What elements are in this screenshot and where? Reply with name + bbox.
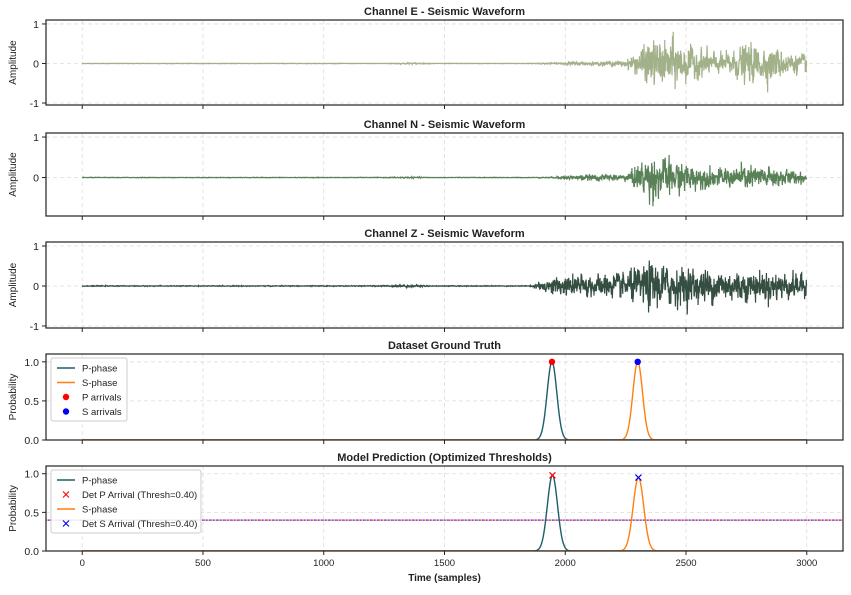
y-tick-label: 0.5 xyxy=(24,396,39,408)
y-tick-label: 0.0 xyxy=(24,435,39,447)
plot-area xyxy=(82,154,808,207)
x-tick-label: 1000 xyxy=(313,558,334,569)
legend-marker-swatch xyxy=(62,520,70,527)
legend-marker-swatch xyxy=(62,393,70,401)
panel-2: 0 1 Channel N - Seismic Waveform Amplitude xyxy=(8,119,844,220)
y-tick-label: 1 xyxy=(33,241,39,253)
waveform-line xyxy=(81,260,808,315)
arrival-marker xyxy=(548,358,556,366)
y-tick-label: 0 xyxy=(33,281,39,293)
legend-label: Det P Arrival (Thresh=0.40) xyxy=(82,490,197,501)
x-tick-label: 2500 xyxy=(675,558,696,569)
y-axis-label: Amplitude xyxy=(8,40,19,85)
y-tick-label: 0.5 xyxy=(24,507,39,519)
y-tick-label: 0 xyxy=(33,58,39,70)
y-tick-label: 0.0 xyxy=(24,546,39,558)
legend-marker-swatch xyxy=(62,491,70,498)
x-tick-label: 3000 xyxy=(796,558,817,569)
plot-area xyxy=(81,260,808,315)
legend: P-phase S-phase P arrivals S arrivals xyxy=(50,357,128,422)
panel-5: 0 500 1000 1500 2000 2500 3000 0.0 0.5 1.0 Model P… xyxy=(8,452,844,584)
legend-label: P-phase xyxy=(82,364,117,375)
y-tick-label: 0 xyxy=(33,173,39,185)
detection-marker xyxy=(635,474,642,482)
legend-label: P-phase xyxy=(82,476,117,487)
waveform-line xyxy=(82,154,808,207)
y-tick-label: 1.0 xyxy=(24,469,39,481)
legend-label: Det S Arrival (Thresh=0.40) xyxy=(82,519,197,530)
detection-marker xyxy=(549,471,556,479)
panel-title: Dataset Ground Truth xyxy=(388,340,501,352)
panel-1: -1 0 1 Channel E - Seismic Waveform Amplitud… xyxy=(8,6,844,110)
x-tick-label: 1500 xyxy=(434,558,455,569)
legend-box xyxy=(50,469,202,534)
waveform-line xyxy=(81,31,808,93)
panel-title: Channel E - Seismic Waveform xyxy=(364,6,525,18)
legend-label: S-phase xyxy=(82,378,117,389)
panel-title: Model Prediction (Optimized Thresholds) xyxy=(337,452,552,464)
y-tick-label: -1 xyxy=(30,98,39,110)
panel-title: Channel Z - Seismic Waveform xyxy=(364,228,525,240)
y-axis-label: Amplitude xyxy=(8,262,19,307)
legend-label: S arrivals xyxy=(82,407,122,418)
panel-title: Channel N - Seismic Waveform xyxy=(364,119,526,131)
y-axis-label: Amplitude xyxy=(8,152,19,197)
x-axis-label: Time (samples) xyxy=(408,573,481,584)
y-axis-label: Probability xyxy=(8,485,19,532)
arrival-marker xyxy=(634,358,641,366)
panel-4: 0.0 0.5 1.0 Dataset Ground Truth Probability… xyxy=(8,340,844,447)
panel-3: -1 0 1 Channel Z - Seismic Waveform Amplitud… xyxy=(8,228,844,333)
legend-box xyxy=(50,357,128,422)
legend-marker-swatch xyxy=(62,408,70,415)
x-tick-label: 2000 xyxy=(555,558,576,569)
y-tick-label: -1 xyxy=(30,321,39,333)
x-tick-label: 0 xyxy=(80,558,85,569)
plot-area xyxy=(81,31,808,93)
y-tick-label: 1 xyxy=(33,132,39,144)
legend: P-phase Det P Arrival (Thresh=0.40) S-phas… xyxy=(50,469,202,534)
legend-label: S-phase xyxy=(82,505,117,516)
y-tick-label: 1.0 xyxy=(24,357,39,369)
y-axis-label: Probability xyxy=(8,374,19,421)
legend-label: P arrivals xyxy=(82,393,122,404)
x-tick-label: 500 xyxy=(195,558,211,569)
y-tick-label: 1 xyxy=(33,19,39,31)
